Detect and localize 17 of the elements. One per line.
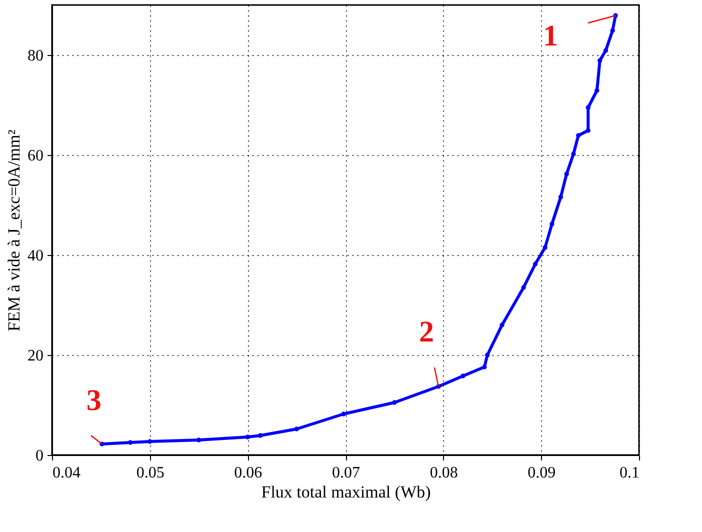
annotation: 2 — [418, 316, 434, 348]
x-tick-label: 0.07 — [332, 464, 360, 482]
x-tick-label: 0.09 — [528, 464, 556, 482]
y-tick-label: 20 — [28, 348, 44, 364]
annotation: 3 — [86, 384, 102, 417]
y-tick-label: 60 — [28, 148, 44, 164]
x-tick-label: 0.1 — [620, 464, 640, 482]
y-tick-label: 80 — [28, 48, 44, 64]
x-tick-label: 0.04 — [52, 464, 80, 482]
x-axis-title: Flux total maximal (Wb) — [261, 482, 431, 502]
y-tick-label: 0 — [36, 448, 44, 464]
y-axis-title: FEM à vide à J_exc=0A/mm² — [4, 130, 24, 332]
y-tick-label: 40 — [28, 248, 44, 264]
x-tick-label: 0.08 — [430, 464, 458, 482]
x-tick-label: 0.05 — [136, 464, 164, 482]
annotation: 1 — [543, 20, 558, 52]
x-tick-label: 0.06 — [234, 464, 262, 482]
